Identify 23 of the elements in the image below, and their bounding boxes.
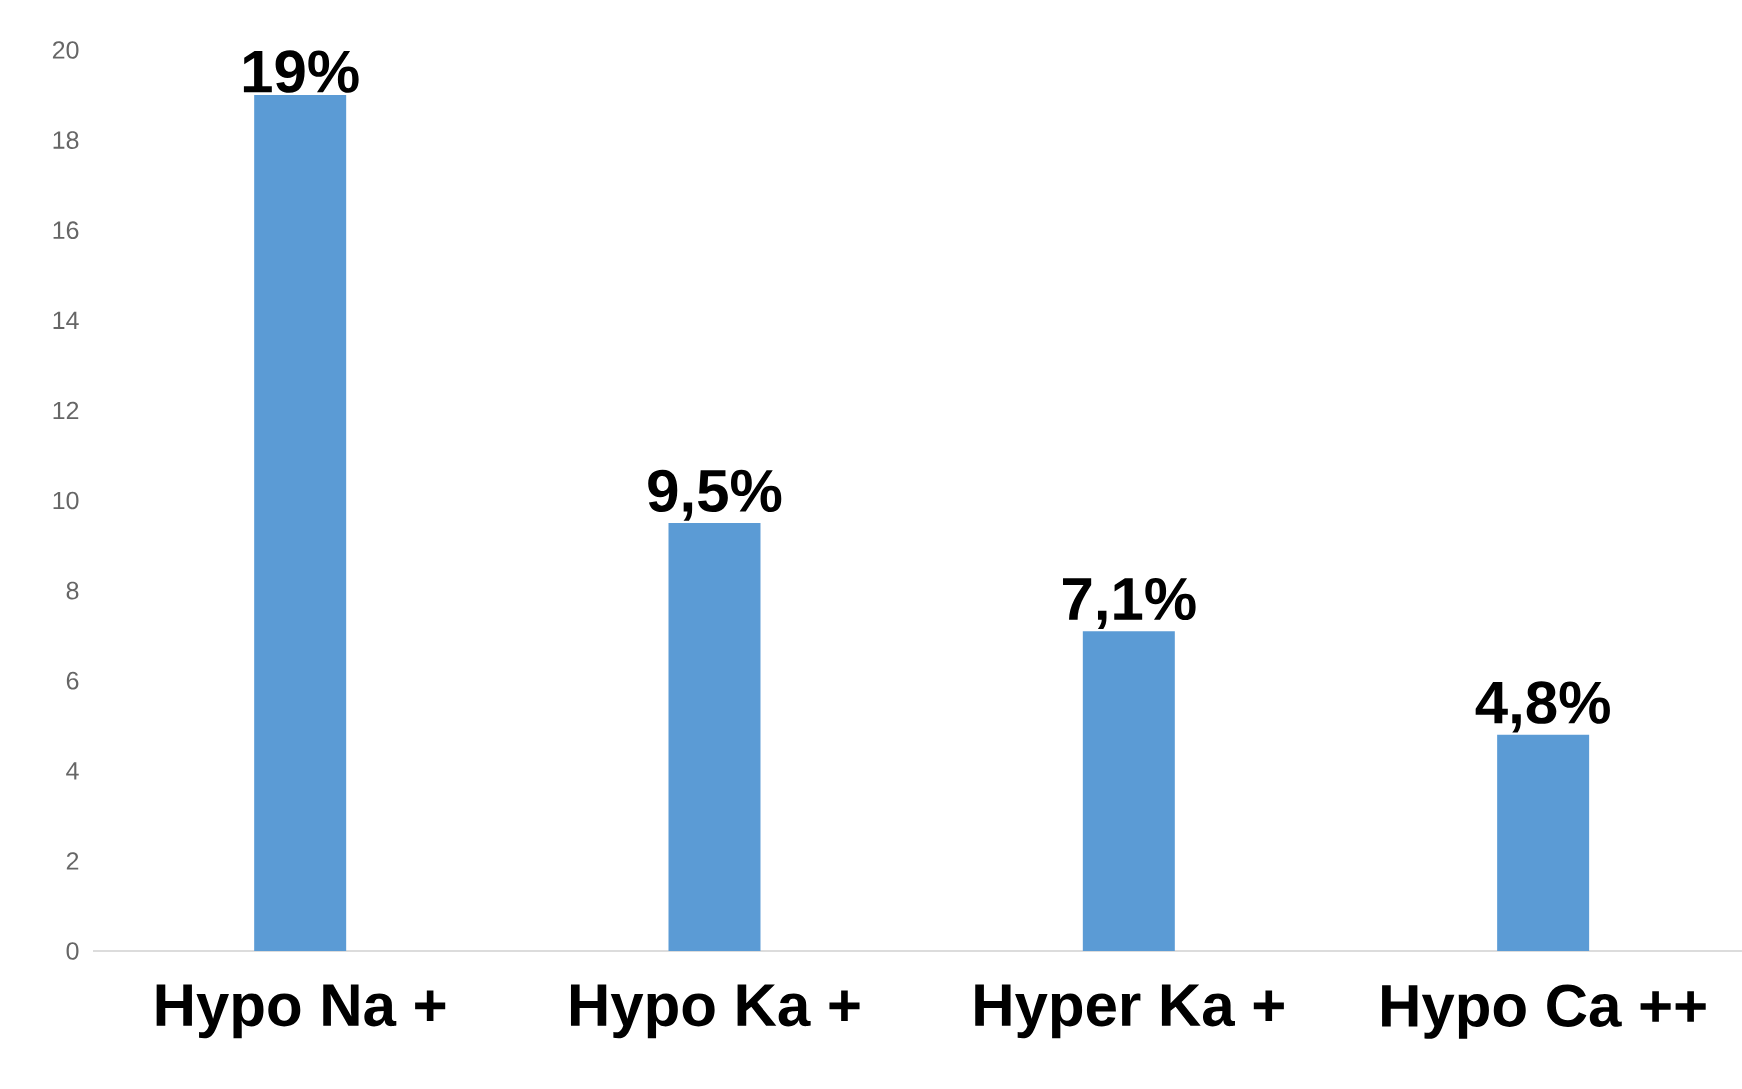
y-tick-label: 10 (53, 491, 79, 510)
bar (254, 95, 347, 951)
y-tick-label: 4 (66, 762, 79, 780)
x-tick-label: Hypo Na + (156, 984, 446, 1039)
x-tick-label: Hypo Ca ++ (1382, 984, 1706, 1039)
bar (1497, 734, 1590, 951)
y-tick-label: 18 (53, 131, 79, 149)
y-tick-label: 20 (52, 41, 79, 59)
x-tick-label: Hyper Ka + (975, 984, 1284, 1039)
data-label: 7,1% (1063, 577, 1196, 629)
y-tick-label: 6 (66, 671, 79, 690)
y-tick-label: 16 (53, 221, 79, 240)
y-tick-label: 12 (53, 401, 79, 420)
y-tick-label: 0 (66, 942, 79, 960)
y-tick-label: 8 (66, 581, 79, 600)
x-tick-label: Hypo Ka + (570, 984, 860, 1039)
bar (668, 523, 761, 951)
bar (1082, 631, 1175, 951)
data-label: 19% (243, 50, 359, 93)
data-label: 9,5% (648, 469, 782, 521)
y-tick-label: 2 (66, 852, 79, 870)
y-tick-label: 14 (53, 311, 79, 329)
data-label: 4,8% (1475, 681, 1610, 733)
